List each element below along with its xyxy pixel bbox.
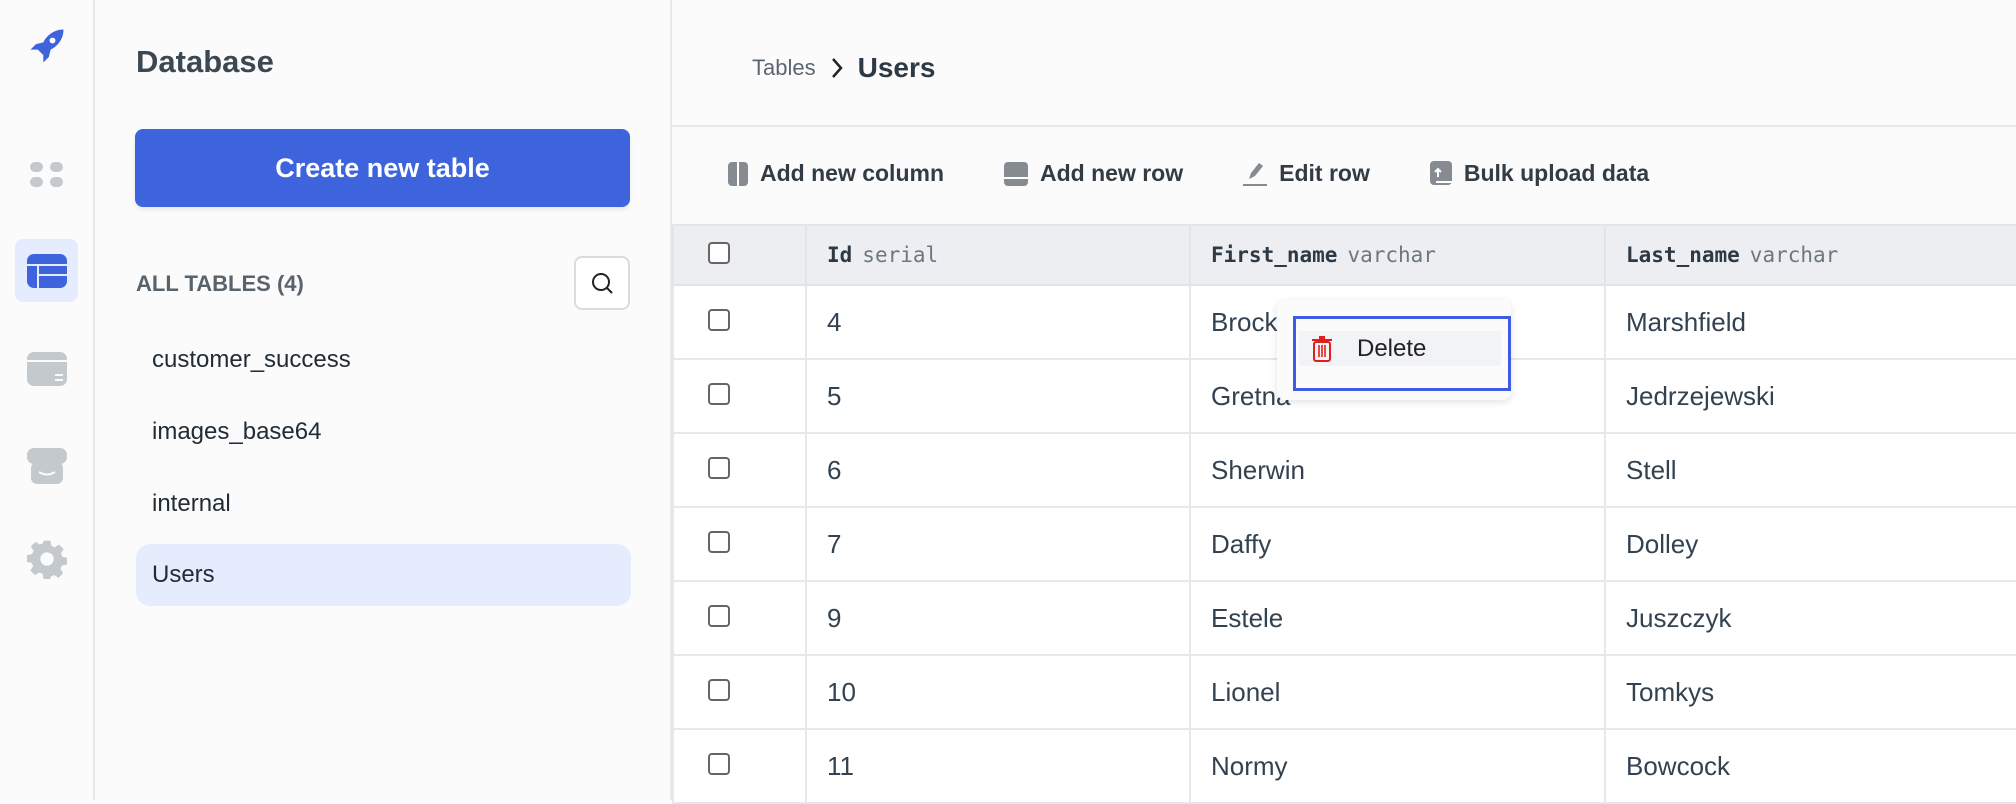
- table-row[interactable]: 7 Daffy Dolley: [672, 506, 2016, 582]
- cell-id[interactable]: 11: [805, 728, 1191, 804]
- search-tables-button[interactable]: [574, 256, 630, 310]
- trash-icon: [1312, 335, 1332, 362]
- icon-rail: [0, 0, 95, 800]
- column-icon: [728, 161, 748, 186]
- cell-id[interactable]: 7: [805, 506, 1191, 582]
- cell-first-name[interactable]: Daffy: [1189, 506, 1606, 582]
- cell-last-name[interactable]: Marshfield: [1604, 284, 2016, 360]
- add-new-row-label: Add new row: [1040, 160, 1184, 186]
- chevron-right-icon: [831, 58, 843, 78]
- main-content: Tables Users Add new column Add new row …: [672, 0, 2016, 804]
- table-row[interactable]: 6 Sherwin Stell: [672, 432, 2016, 508]
- pencil-icon: [1243, 162, 1268, 186]
- toolbar: Add new column Add new row Edit row Bulk…: [728, 160, 1709, 187]
- search-icon: [592, 273, 613, 294]
- rocket-logo-icon[interactable]: [15, 14, 78, 77]
- delete-label: Delete: [1357, 334, 1427, 362]
- row-checkbox[interactable]: [708, 456, 730, 479]
- bulk-upload-data-button[interactable]: Bulk upload data: [1429, 160, 1650, 187]
- cell-id[interactable]: 5: [805, 358, 1191, 434]
- cell-first-name[interactable]: Estele: [1189, 580, 1606, 656]
- column-header-id[interactable]: Id serial: [805, 224, 1191, 286]
- column-header-first-name[interactable]: First_name varchar: [1189, 224, 1606, 286]
- row-icon: [1004, 161, 1028, 186]
- cell-first-name[interactable]: Sherwin: [1189, 432, 1606, 508]
- table-item-customer-success[interactable]: customer_success: [152, 346, 351, 373]
- cell-first-name[interactable]: Normy: [1189, 728, 1606, 804]
- cell-last-name[interactable]: Jedrzejewski: [1604, 358, 2016, 434]
- edit-row-label: Edit row: [1279, 160, 1370, 186]
- row-checkbox[interactable]: [708, 308, 730, 331]
- table-item-users[interactable]: Users: [136, 544, 631, 606]
- bulk-upload-label: Bulk upload data: [1463, 160, 1650, 186]
- marketplace-icon[interactable]: [15, 434, 78, 497]
- cell-id[interactable]: 6: [805, 432, 1191, 508]
- sidebar-title: Database: [136, 44, 274, 79]
- delete-menu-item[interactable]: Delete: [1299, 331, 1501, 366]
- breadcrumb-current: Users: [857, 52, 936, 83]
- cell-first-name[interactable]: Lionel: [1189, 654, 1606, 730]
- column-header-last-name[interactable]: Last_name varchar: [1604, 224, 2016, 286]
- apps-grid-icon[interactable]: [15, 143, 78, 206]
- cell-id[interactable]: 4: [805, 284, 1191, 360]
- cell-last-name[interactable]: Juszczyk: [1604, 580, 2016, 656]
- data-table: Id serial First_name varchar Last_name varc…: [672, 224, 2016, 804]
- table-header-row: Id serial First_name varchar Last_name varc…: [672, 224, 2016, 286]
- breadcrumb-tables[interactable]: Tables: [752, 55, 816, 80]
- cell-last-name[interactable]: Stell: [1604, 432, 2016, 508]
- header-divider: [672, 125, 2016, 127]
- table-row[interactable]: 10 Lionel Tomkys: [672, 654, 2016, 730]
- wallet-icon[interactable]: [15, 337, 78, 400]
- database-table-icon[interactable]: [15, 239, 78, 302]
- select-all-checkbox[interactable]: [708, 241, 730, 264]
- add-new-column-label: Add new column: [760, 160, 944, 186]
- cell-last-name[interactable]: Bowcock: [1604, 728, 2016, 804]
- add-new-row-button[interactable]: Add new row: [1004, 160, 1183, 187]
- all-tables-label: ALL TABLES (4): [136, 271, 304, 296]
- cell-last-name[interactable]: Dolley: [1604, 506, 2016, 582]
- add-new-column-button[interactable]: Add new column: [728, 160, 944, 187]
- row-checkbox[interactable]: [708, 382, 730, 405]
- edit-row-button[interactable]: Edit row: [1243, 160, 1370, 187]
- cell-id[interactable]: 9: [805, 580, 1191, 656]
- focus-outline: [1293, 316, 1511, 391]
- create-new-table-button[interactable]: Create new table: [135, 129, 630, 207]
- row-checkbox[interactable]: [708, 530, 730, 553]
- row-checkbox[interactable]: [708, 604, 730, 627]
- row-checkbox[interactable]: [708, 678, 730, 701]
- table-row[interactable]: 9 Estele Juszczyk: [672, 580, 2016, 656]
- table-item-internal[interactable]: internal: [152, 490, 231, 517]
- cell-id[interactable]: 10: [805, 654, 1191, 730]
- table-row[interactable]: 4 Brock Marshfield: [672, 284, 2016, 360]
- upload-icon: [1429, 160, 1452, 185]
- database-sidebar: Database Create new table ALL TABLES (4)…: [95, 0, 672, 800]
- table-item-images-base64[interactable]: images_base64: [152, 418, 322, 445]
- row-checkbox[interactable]: [708, 752, 730, 775]
- table-row[interactable]: 5 Gretna Jedrzejewski: [672, 358, 2016, 434]
- row-context-menu: Delete: [1277, 300, 1511, 400]
- gear-icon[interactable]: [15, 527, 78, 590]
- breadcrumb: Tables Users: [752, 52, 935, 84]
- table-row[interactable]: 11 Normy Bowcock: [672, 728, 2016, 804]
- cell-last-name[interactable]: Tomkys: [1604, 654, 2016, 730]
